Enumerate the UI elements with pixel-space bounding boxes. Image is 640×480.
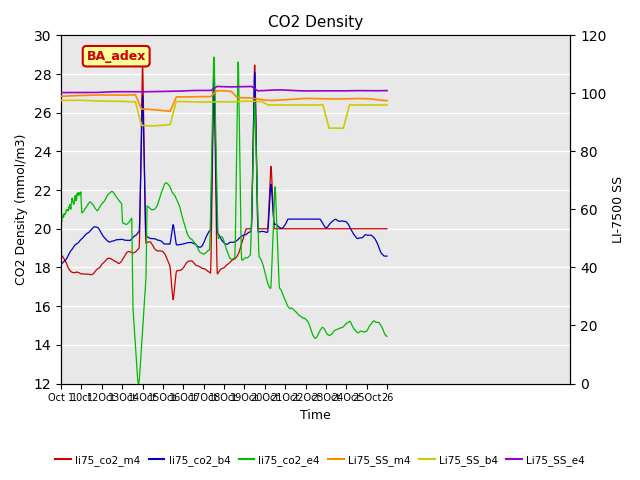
Legend: li75_co2_m4, li75_co2_b4, li75_co2_e4, Li75_SS_m4, Li75_SS_b4, Li75_SS_e4: li75_co2_m4, li75_co2_b4, li75_co2_e4, L… (51, 451, 589, 470)
Text: BA_adex: BA_adex (86, 50, 146, 63)
Y-axis label: LI-7500 SS: LI-7500 SS (612, 176, 625, 243)
X-axis label: Time: Time (300, 409, 331, 422)
Title: CO2 Density: CO2 Density (268, 15, 364, 30)
Y-axis label: CO2 Density (mmol/m3): CO2 Density (mmol/m3) (15, 134, 28, 285)
